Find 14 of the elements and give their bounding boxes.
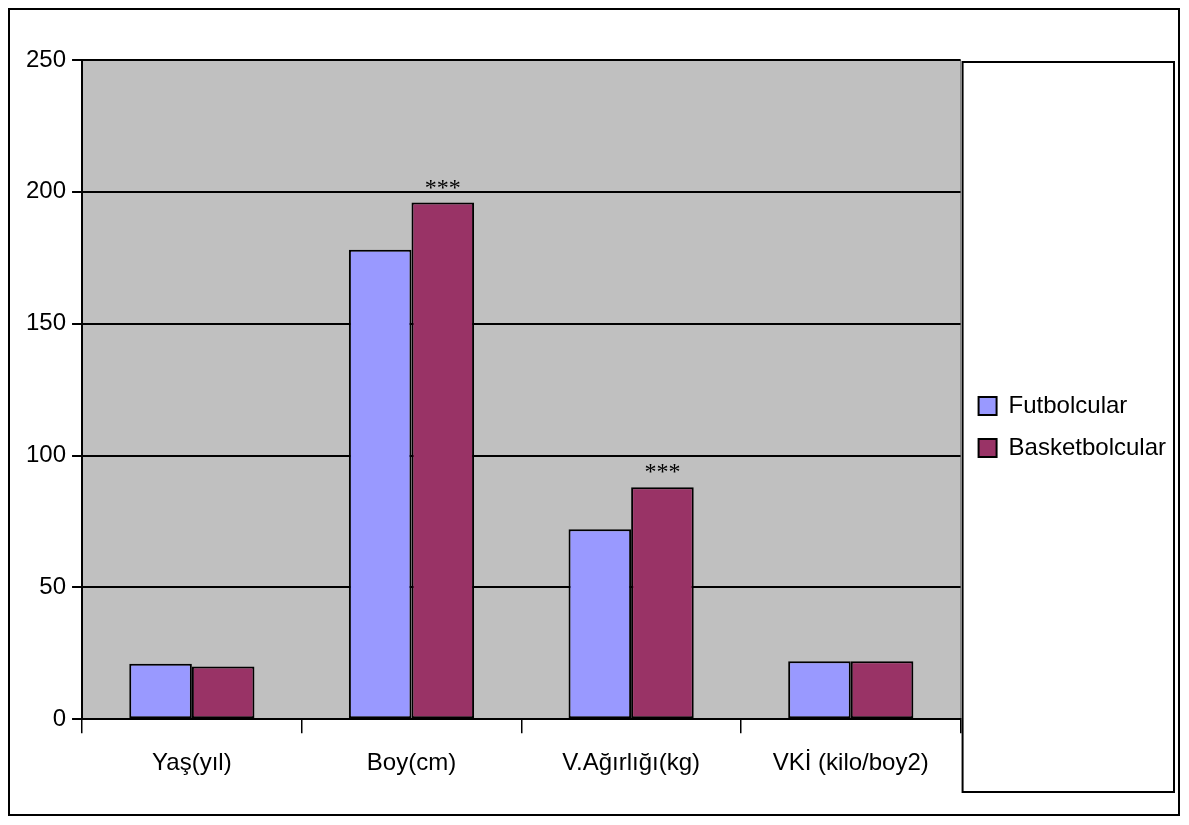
- legend-label: Futbolcular: [1008, 390, 1128, 418]
- annotation: ***: [424, 173, 461, 200]
- legend-label: Basketbolcular: [1008, 432, 1167, 460]
- y-tick-label: 50: [39, 571, 67, 599]
- x-tick-label: Yaş(yıl): [152, 748, 232, 776]
- y-tick-label: 250: [26, 44, 67, 72]
- x-tick-label: V.Ağırlığı(kg): [562, 748, 701, 776]
- y-tick-label: 150: [26, 308, 67, 336]
- annotation: ***: [644, 458, 681, 485]
- y-tick-label: 200: [26, 176, 67, 204]
- x-tick-label: VKİ (kilo/boy2): [772, 748, 929, 776]
- y-tick-label: 100: [26, 440, 67, 468]
- x-tick-label: Boy(cm): [366, 748, 457, 776]
- y-tick-label: 0: [52, 703, 67, 731]
